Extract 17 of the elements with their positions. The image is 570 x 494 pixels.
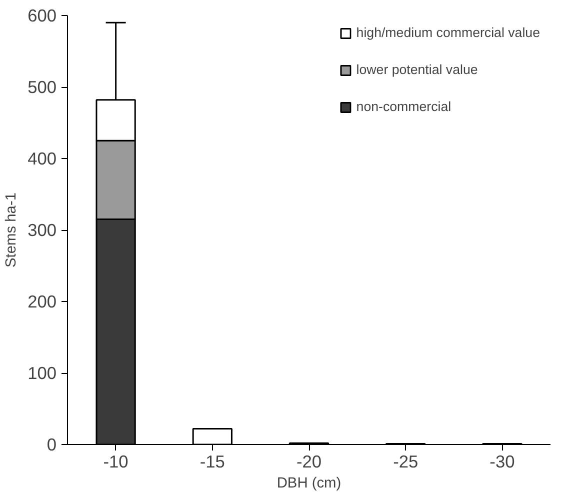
y-axis-title: Stems ha-1 (4, 192, 20, 268)
x-tick-label: -20 (296, 452, 322, 472)
x-axis-title: DBH (cm) (276, 476, 342, 492)
x-tick-label: -15 (200, 452, 225, 472)
legend-label: lower potential value (356, 62, 478, 77)
x-tick-label: -30 (490, 452, 515, 472)
y-tick-label: 200 (28, 292, 57, 312)
x-tick-label: -10 (103, 452, 128, 472)
y-tick-label: 0 (46, 434, 57, 454)
y-tick-label: 100 (28, 363, 57, 383)
y-tick-label: 300 (28, 220, 57, 240)
legend-label: non-commercial (356, 99, 452, 114)
legend-label: high/medium commercial value (356, 25, 540, 40)
y-tick-label: 400 (28, 148, 57, 168)
y-tick-label: 600 (28, 6, 57, 26)
x-tick-label: -25 (393, 452, 418, 472)
y-tick-label: 500 (28, 77, 57, 97)
